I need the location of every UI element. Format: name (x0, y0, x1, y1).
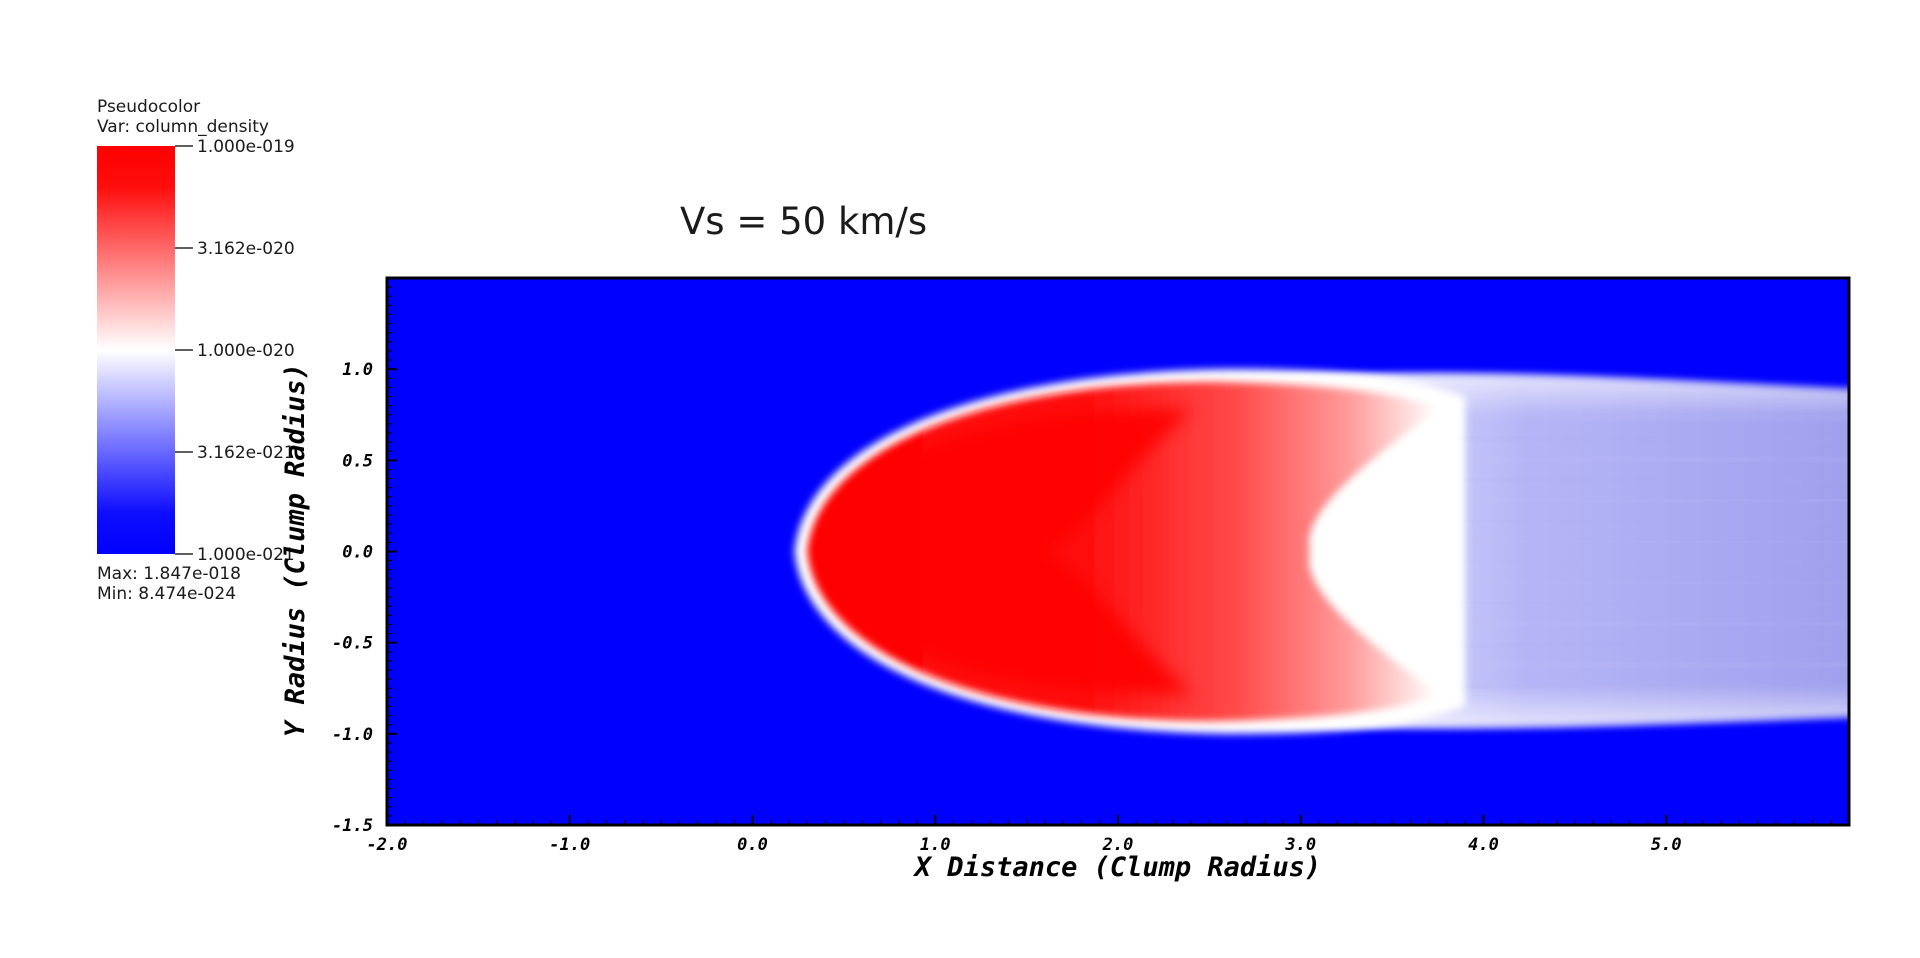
legend-max: Max: 1.847e-018 (97, 564, 241, 584)
legend-plot-type: Pseudocolor (97, 97, 200, 117)
colorbar-legend: Pseudocolor Var: column_density 1.000e-0… (97, 97, 295, 604)
y-axis-label: Y Radius (Clump Radius) (280, 363, 311, 737)
x-tick-label: 4.0 (1468, 835, 1499, 855)
x-tick-label: 3.0 (1284, 835, 1316, 855)
x-tick-label: 1.0 (920, 835, 951, 855)
x-axis-label: X Distance (Clump Radius) (913, 852, 1321, 883)
y-tick-label: -1.5 (332, 816, 373, 836)
legend-min: Min: 8.474e-024 (97, 584, 236, 604)
heatmap-plot: -2.0 -1.0 0.0 1.0 2.0 3.0 4.0 5.0 1.0 0.5 0.0 -0.5 -… (332, 276, 1851, 855)
colorbar-tick-label: 1.000e-020 (197, 341, 295, 361)
legend-variable: Var: column_density (97, 117, 269, 137)
y-tick-label: -0.5 (332, 634, 373, 654)
x-tick-label: 0.0 (737, 835, 768, 855)
colorbar-tick-label: 3.162e-021 (197, 443, 295, 463)
y-tick-label: 0.0 (342, 543, 373, 563)
y-tick-label: 0.5 (342, 451, 373, 471)
x-tick-label: -1.0 (549, 835, 590, 855)
core-saturated-region (821, 409, 1192, 694)
colorbar-tick-label: 1.000e-019 (197, 137, 295, 157)
chart-title: Vs = 50 km/s (680, 200, 927, 243)
colorbar (97, 146, 175, 554)
y-tick-label: -1.0 (332, 725, 373, 745)
colorbar-tick-label: 3.162e-020 (197, 239, 295, 259)
colorbar-tick-label: 1.000e-021 (197, 545, 295, 565)
y-tick-label: 1.0 (342, 360, 373, 380)
x-tick-label: 5.0 (1651, 835, 1682, 855)
x-tick-label: 2.0 (1102, 835, 1134, 855)
x-tick-label: -2.0 (367, 835, 408, 855)
